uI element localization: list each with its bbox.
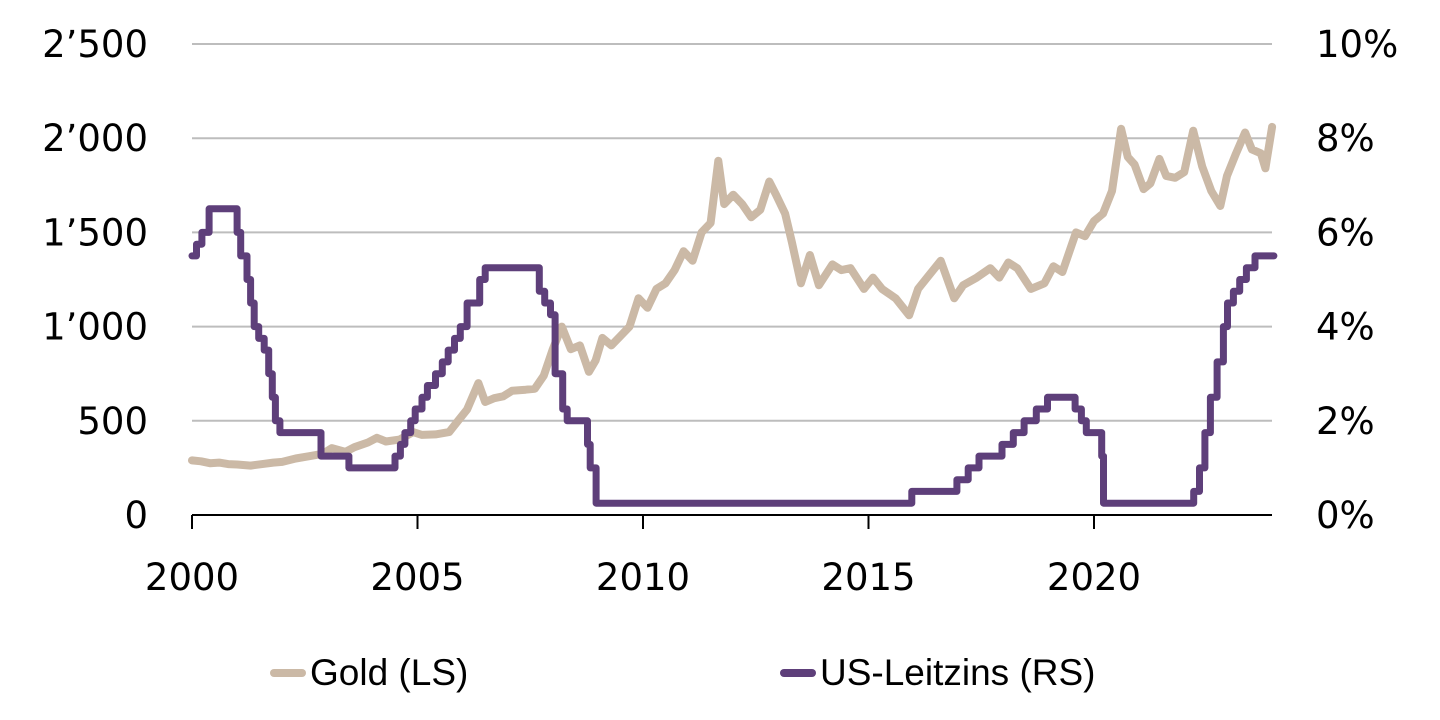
legend-item-gold: Gold (LS): [270, 648, 468, 698]
x-tick-label: 2020: [1047, 556, 1141, 599]
x-tick-label: 2000: [145, 556, 239, 599]
y-left-tick-label: 1’000: [42, 306, 148, 349]
y-left-tick-label: 500: [77, 400, 148, 443]
y-axis-right-labels: 0% 2% 4% 6% 8% 10%: [1316, 23, 1398, 537]
x-axis-labels: 2000 2005 2010 2015 2020: [145, 556, 1141, 599]
y-left-tick-label: 0: [124, 494, 148, 537]
y-right-tick-label: 8%: [1316, 117, 1375, 160]
gold-line: [188, 122, 1277, 470]
y-right-tick-label: 10%: [1316, 23, 1398, 66]
x-axis: [191, 514, 1272, 529]
us-leitzins-line: [188, 205, 1278, 507]
y-axis-left-labels: 0 500 1’000 1’500 2’000 2’500: [42, 23, 148, 537]
gridlines: [192, 43, 1272, 422]
x-tick-label: 2015: [821, 556, 915, 599]
y-left-tick-label: 1’500: [42, 211, 148, 254]
x-tick-label: 2010: [596, 556, 690, 599]
y-left-tick-label: 2’500: [42, 23, 148, 66]
y-right-tick-label: 0%: [1316, 494, 1375, 537]
legend-item-us-leitzins: US-Leitzins (RS): [780, 648, 1096, 698]
x-tick-label: 2005: [370, 556, 464, 599]
series-us-leitzins: [188, 205, 1278, 507]
series-gold: [188, 122, 1277, 470]
y-right-tick-label: 6%: [1316, 211, 1375, 254]
legend-label-gold: Gold (LS): [310, 652, 469, 693]
y-right-tick-label: 2%: [1316, 400, 1375, 443]
y-left-tick-label: 2’000: [42, 117, 148, 160]
y-right-tick-label: 4%: [1316, 306, 1375, 349]
legend-label-us-leitzins: US-Leitzins (RS): [820, 652, 1096, 693]
legend-swatch-gold: [270, 669, 306, 677]
legend-swatch-us-leitzins: [780, 669, 816, 677]
